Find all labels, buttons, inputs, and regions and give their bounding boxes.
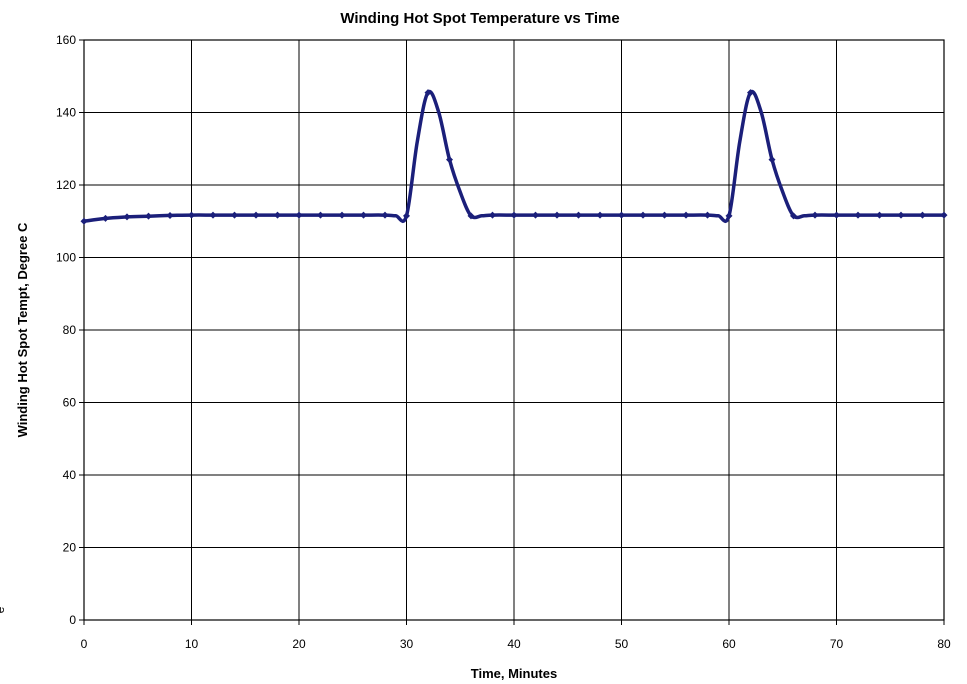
data-point-marker <box>575 211 582 219</box>
y-tick-label: 100 <box>56 251 76 265</box>
y-axis: 0 20 40 60 80 100 120 140 160 <box>56 33 84 627</box>
y-tick-label: 40 <box>63 468 77 482</box>
data-point-marker <box>854 211 862 219</box>
x-axis-label: Time, Minutes <box>471 666 557 681</box>
x-tick-label: 70 <box>830 637 844 651</box>
data-point-marker <box>166 211 174 219</box>
y-tick-label: 140 <box>56 106 76 120</box>
data-point-marker <box>295 211 303 219</box>
data-point-marker <box>424 89 432 97</box>
edge-text: e <box>0 606 7 613</box>
data-point-marker <box>940 211 948 219</box>
x-tick-label: 80 <box>937 637 951 651</box>
data-point-marker <box>897 211 905 219</box>
data-point-marker <box>188 211 195 219</box>
data-point-marker <box>876 211 883 219</box>
x-tick-label: 0 <box>81 637 88 651</box>
data-point-marker <box>553 211 561 219</box>
data-point-marker <box>596 211 604 219</box>
y-tick-label: 20 <box>63 541 77 555</box>
data-point-marker <box>790 212 797 220</box>
data-point-marker <box>725 212 733 220</box>
data-point-marker <box>682 211 690 219</box>
y-tick-label: 160 <box>56 33 76 47</box>
data-point-marker <box>532 211 539 219</box>
data-point-marker <box>446 156 453 164</box>
data-point-marker <box>833 211 840 219</box>
data-point-marker <box>338 211 346 219</box>
data-point-marker <box>403 212 410 220</box>
data-point-marker <box>467 212 475 220</box>
x-tick-label: 30 <box>400 637 414 651</box>
data-point-marker <box>209 211 217 219</box>
x-tick-label: 60 <box>722 637 736 651</box>
data-point-marker <box>360 211 367 219</box>
data-point-marker <box>704 211 711 219</box>
data-point-marker <box>274 211 281 219</box>
data-point-marker <box>489 211 496 219</box>
y-tick-label: 120 <box>56 178 76 192</box>
data-point-marker <box>381 211 389 219</box>
x-tick-label: 10 <box>185 637 199 651</box>
data-point-marker <box>80 217 88 225</box>
data-point-marker <box>747 89 754 97</box>
data-point-marker <box>811 211 819 219</box>
data-point-marker <box>123 213 131 221</box>
y-axis-label: Winding Hot Spot Tempt, Degree C <box>15 222 30 437</box>
data-point-marker <box>768 156 776 164</box>
y-tick-label: 80 <box>63 323 77 337</box>
data-point-marker <box>317 211 324 219</box>
y-tick-label: 60 <box>63 396 77 410</box>
data-point-marker <box>510 211 518 219</box>
x-axis: 0 10 20 30 40 50 60 70 80 <box>81 620 951 651</box>
x-tick-label: 50 <box>615 637 629 651</box>
data-point-marker <box>145 212 152 220</box>
data-point-marker <box>252 211 260 219</box>
data-point-marker <box>661 211 668 219</box>
data-point-marker <box>231 211 238 219</box>
x-tick-label: 20 <box>292 637 306 651</box>
x-tick-label: 40 <box>507 637 521 651</box>
data-point-marker <box>102 214 109 222</box>
grid <box>84 40 944 620</box>
data-point-marker <box>919 211 926 219</box>
data-point-marker <box>639 211 647 219</box>
series-layer <box>80 89 948 225</box>
y-tick-label: 0 <box>69 613 76 627</box>
data-point-marker <box>618 211 625 219</box>
chart-title: Winding Hot Spot Temperature vs Time <box>340 10 619 27</box>
